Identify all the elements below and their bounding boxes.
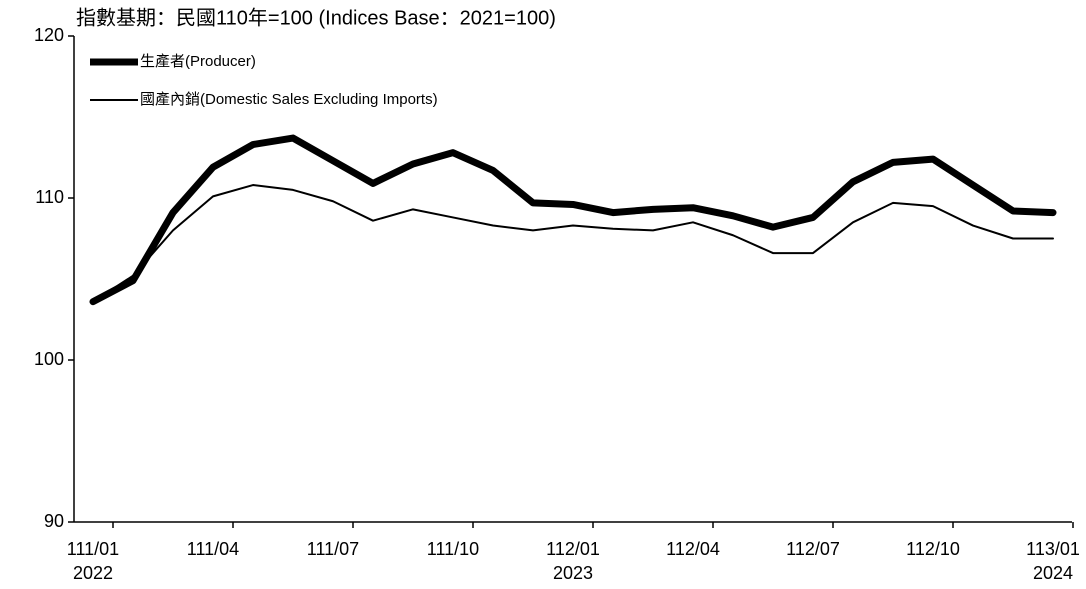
y-tick-label: 110 bbox=[35, 187, 64, 207]
x-tick-label: 113/01 bbox=[1026, 539, 1080, 559]
x-tick-label: 111/04 bbox=[187, 539, 239, 559]
x-tick-label: 112/01 bbox=[546, 539, 600, 559]
series-line bbox=[92, 184, 1054, 303]
chart-title: 指數基期：民國110年=100 (Indices Base：2021=100) bbox=[76, 6, 556, 29]
x-tick-label: 112/07 bbox=[786, 539, 840, 559]
y-tick-label: 100 bbox=[34, 349, 64, 369]
x-year-label: 2024 bbox=[1033, 563, 1073, 583]
legend-label: 國產內銷(Domestic Sales Excluding Imports) bbox=[140, 91, 438, 108]
y-tick-label: 120 bbox=[34, 25, 64, 45]
x-tick-label: 111/10 bbox=[427, 539, 479, 559]
x-year-label: 2022 bbox=[73, 563, 113, 583]
legend-label: 生產者(Producer) bbox=[140, 53, 256, 70]
x-tick-label: 111/07 bbox=[307, 539, 359, 559]
y-tick-label: 90 bbox=[44, 511, 64, 531]
x-tick-label: 112/10 bbox=[906, 539, 960, 559]
x-tick-label: 112/04 bbox=[666, 539, 720, 559]
x-year-label: 2023 bbox=[553, 563, 593, 583]
series-line bbox=[89, 134, 1057, 306]
x-tick-label: 111/01 bbox=[67, 539, 119, 559]
